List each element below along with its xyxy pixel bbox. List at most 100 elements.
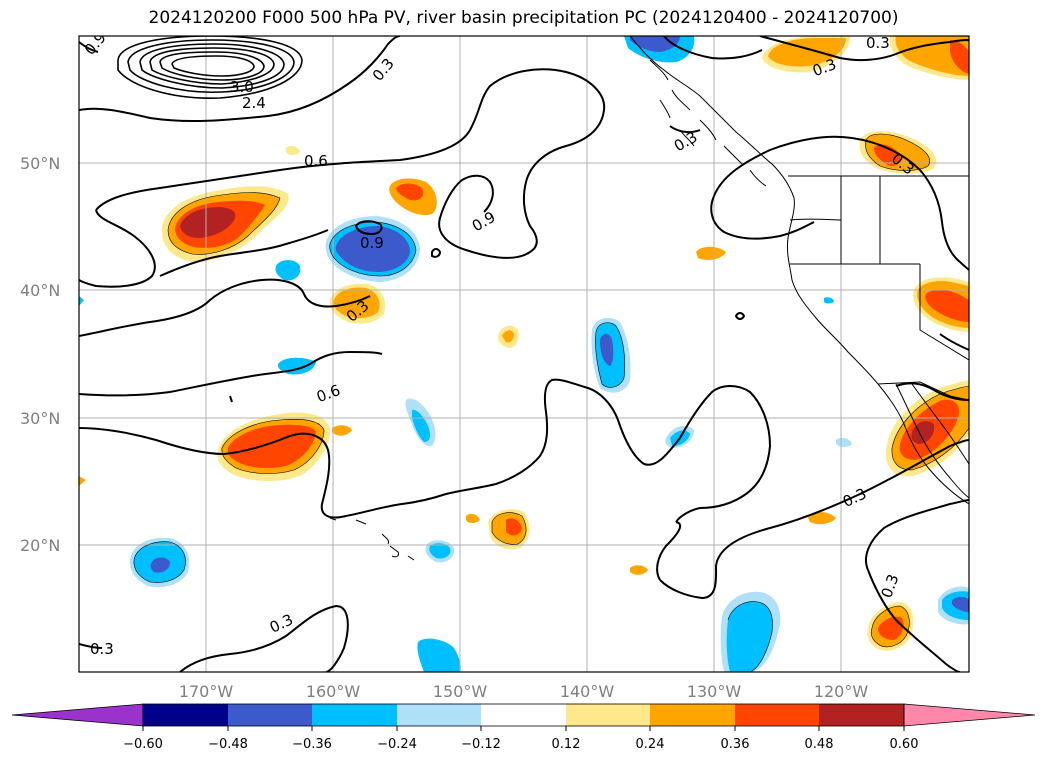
pc-negative-area (335, 226, 410, 272)
pc-outline (167, 192, 281, 255)
map-title: 2024120200 F000 500 hPa PV, river basin … (148, 8, 899, 28)
map-panel (79, 36, 969, 672)
pc-positive-area (333, 287, 380, 319)
pc-outline (727, 601, 773, 672)
pc-negative-area (726, 601, 773, 672)
colorbar-tick-label: 0.48 (805, 737, 834, 752)
contour-label: 0.3 (90, 640, 114, 658)
state-borders (789, 176, 969, 361)
north-america-coastline (629, 36, 969, 505)
pv-contour (139, 43, 285, 89)
map-frame (78, 35, 970, 673)
colorbar-frame (142, 703, 905, 727)
pc-positive-area (630, 565, 648, 575)
colorbar-tick-label: −0.24 (377, 737, 417, 752)
colorbar-tick-label: −0.12 (461, 737, 501, 752)
pv-contour (79, 41, 99, 53)
lat-label-40n: 40°N (20, 281, 60, 300)
lon-labels: 170°W 160°W 150°W 140°W 130°W 120°W (179, 682, 869, 701)
lon-label-170w: 170°W (179, 682, 234, 701)
pv-contour (229, 395, 233, 403)
pc-positive-area (950, 40, 969, 74)
coastlines (329, 36, 969, 561)
pc-negative-area (600, 334, 614, 366)
precipitation-pc-shading (79, 36, 969, 672)
pc-negative-area (836, 437, 852, 447)
pv-contour (79, 278, 371, 337)
lat-labels: 50°N 40°N 30°N 20°N (20, 154, 60, 555)
pv-contour (663, 36, 763, 60)
contour-label: 2.4 (242, 94, 266, 112)
pv-contour (659, 439, 969, 600)
lat-label-30n: 30°N (20, 409, 60, 428)
colorbar-swatch (143, 704, 228, 726)
alaska-panhandle-islands (649, 59, 767, 187)
pc-positive-area (768, 38, 846, 67)
pc-outline (865, 133, 930, 171)
pv-contours (79, 36, 969, 672)
contour-label: 0.9 (360, 234, 384, 252)
lon-label-140w: 140°W (560, 682, 615, 701)
colorbar-tick-label: −0.48 (208, 737, 248, 752)
pv-contour (79, 350, 383, 397)
pv-contour (939, 333, 969, 351)
pc-positive-area (808, 512, 836, 525)
colorbar-tick-label: −0.60 (123, 737, 163, 752)
colorbar-swatch (735, 704, 819, 726)
colorbar-swatch (566, 704, 650, 726)
pc-outline (891, 385, 969, 471)
pv-contour (127, 39, 295, 93)
pc-positive-area (466, 513, 480, 523)
pc-outlines (133, 133, 969, 672)
pv-contour (171, 55, 255, 77)
pv-contour (895, 382, 969, 401)
baja-coast (895, 383, 969, 499)
pc-outline (491, 512, 527, 545)
lat-label-50n: 50°N (20, 154, 60, 173)
pv-contour (867, 569, 961, 672)
colorbar-tick-label: 0.24 (636, 737, 665, 752)
pc-positive-area (79, 476, 86, 486)
colorbar-ticks (142, 726, 905, 731)
pv-contour (354, 220, 383, 236)
colorbar-tick-label: 0.12 (552, 737, 581, 752)
colorbar-tick-label: 0.36 (721, 737, 750, 752)
pv-contour (865, 499, 969, 571)
colorbar-swatch (228, 704, 312, 726)
pv-contour (734, 312, 746, 320)
pc-positive-area (502, 330, 514, 343)
colorbar-tick-label: 0.60 (890, 737, 919, 752)
pv-contour (117, 36, 303, 99)
lon-label-130w: 130°W (687, 682, 742, 701)
colorbar-extension-max (903, 703, 1036, 727)
pv-contour (710, 195, 815, 240)
pc-positive-area (506, 518, 522, 536)
pv-contour (95, 68, 606, 259)
pc-negative-area (417, 638, 461, 672)
pc-negative-area (275, 260, 301, 281)
pc-outline (221, 419, 325, 474)
hawaii-islands (329, 517, 415, 561)
pv-contour (713, 135, 969, 271)
pv-contour (79, 378, 772, 523)
mexico-border (877, 381, 969, 401)
colorbar-swatch (312, 704, 397, 726)
colorbar-swatch (819, 704, 904, 726)
pc-positive-area (332, 425, 352, 436)
pc-negative-area (150, 557, 170, 573)
gulf-of-california-coast (911, 383, 969, 465)
pv-contour (159, 51, 265, 81)
pc-positive-area (696, 246, 726, 260)
lon-label-120w: 120°W (814, 682, 869, 701)
pv-contour (656, 521, 682, 581)
pv-contour (669, 125, 701, 134)
pc-negative-area (79, 296, 84, 306)
pv-contour (431, 248, 442, 258)
pv-contour (79, 643, 103, 649)
contour-label: 0.6 (304, 152, 328, 170)
pv-contour (179, 604, 349, 672)
colorbar-tick-label: −0.36 (292, 737, 332, 752)
colorbar-swatch (650, 704, 735, 726)
contour-label: 3.0 (230, 78, 254, 96)
